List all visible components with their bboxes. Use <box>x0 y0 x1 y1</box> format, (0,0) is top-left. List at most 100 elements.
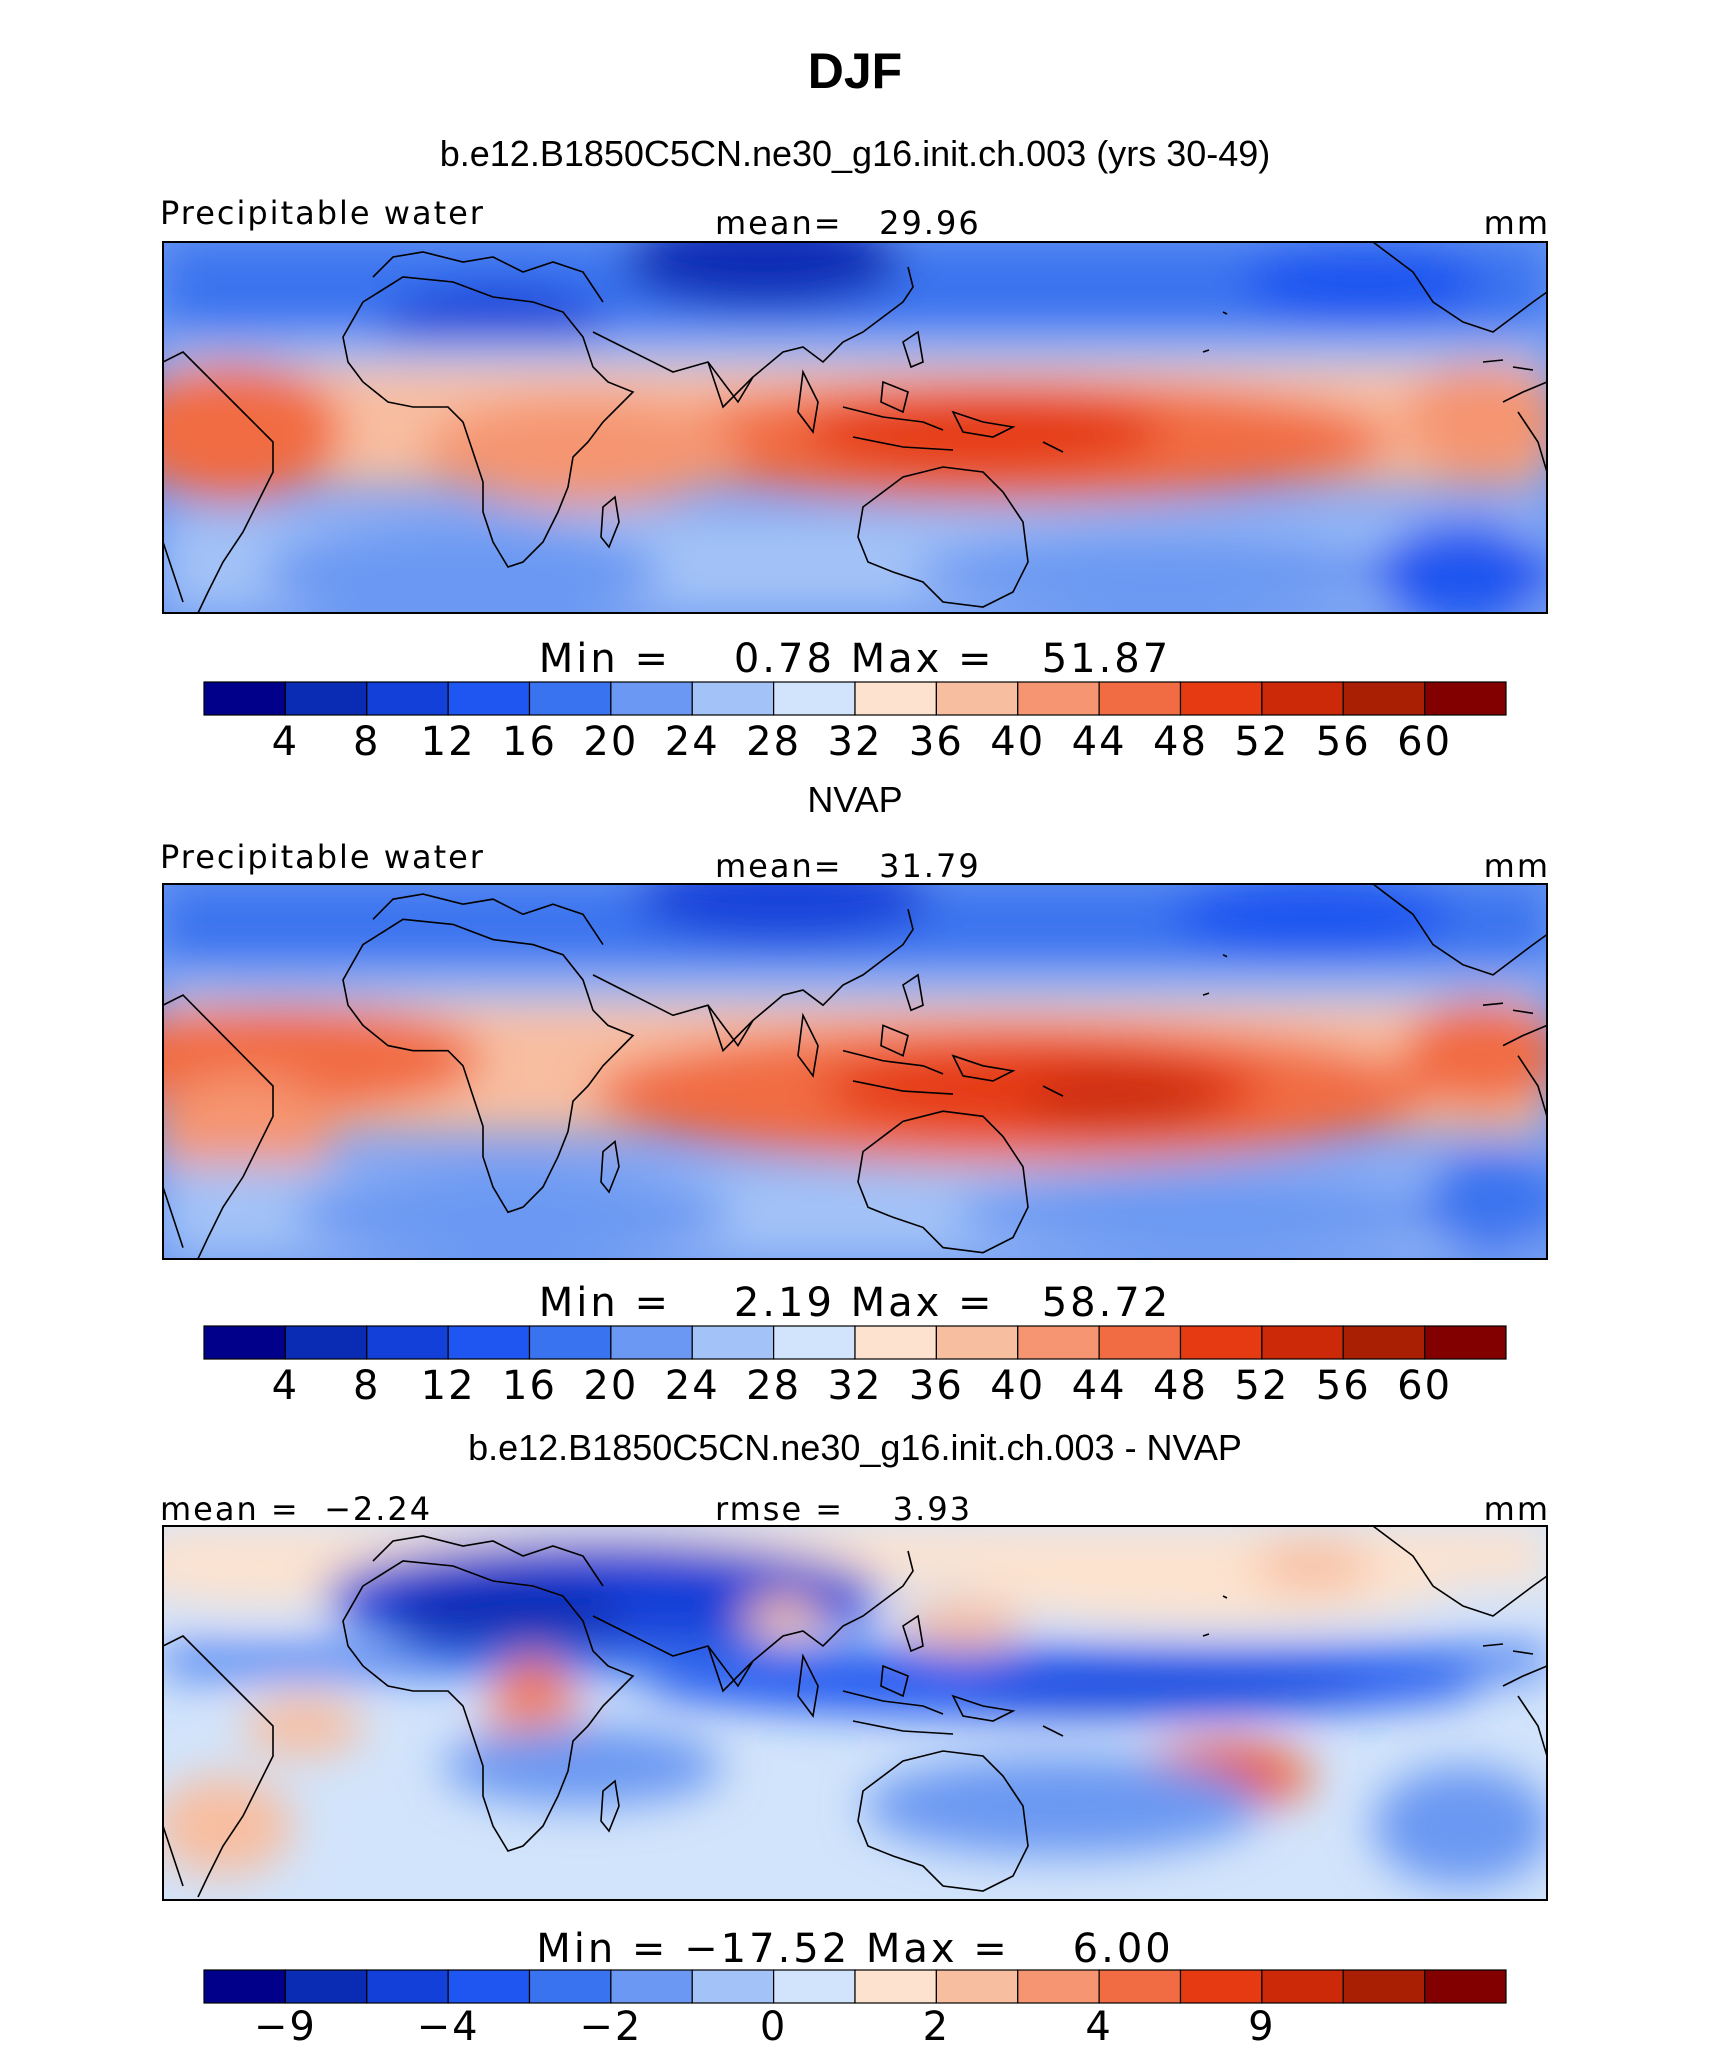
colorbar-tick-label: 60 <box>1397 719 1452 765</box>
colorbar-swatch <box>528 1325 612 1360</box>
colorbar-swatch <box>203 681 286 716</box>
panel2-colorbar: 4 8 12 16 20 24 28 32 36 40 44 48 52 56 60 <box>203 1325 1507 1409</box>
panel1-units: mm <box>1484 204 1550 242</box>
colorbar-swatch <box>284 1325 368 1360</box>
panel3-minmax: Min = −17.52 Max = 6.00 <box>536 1926 1174 1972</box>
colorbar-swatch <box>610 1325 693 1360</box>
colorbar-swatch <box>528 681 612 716</box>
colorbar-tick-label: 20 <box>583 1363 638 1409</box>
colorbar-tick-label: 24 <box>665 719 720 765</box>
colorbar-tick-label: 28 <box>746 719 801 765</box>
colorbar-swatch <box>366 1325 449 1360</box>
colorbar-tick-label: 32 <box>828 719 883 765</box>
colorbar-swatch <box>1261 1969 1344 2004</box>
colorbar-swatch <box>1179 1969 1263 2004</box>
panel2-minmax: Min = 2.19 Max = 58.72 <box>539 1280 1171 1326</box>
colorbar-swatch <box>854 681 937 716</box>
colorbar-tick-label: 52 <box>1234 1363 1289 1409</box>
colorbar-tick-label: 20 <box>583 719 638 765</box>
colorbar-swatch <box>1179 1325 1263 1360</box>
colorbar-swatch <box>528 1969 612 2004</box>
colorbar-tick-label: 56 <box>1316 719 1371 765</box>
panel2-map <box>163 884 1547 1259</box>
colorbar-tick-label: 48 <box>1153 719 1208 765</box>
panel1-title: b.e12.B1850C5CN.ne30_g16.init.ch.003 (yr… <box>440 133 1271 174</box>
colorbar-tick-label: 2 <box>923 2004 950 2048</box>
panel-model: b.e12.B1850C5CN.ne30_g16.init.ch.003 (yr… <box>160 133 1550 765</box>
colorbar-tick-label: 52 <box>1234 719 1289 765</box>
panel1-frame <box>162 241 1548 614</box>
colorbar-tick-label: −4 <box>417 2004 480 2048</box>
colorbar-swatch <box>1342 1969 1426 2004</box>
colorbar-tick-label: 4 <box>272 719 299 765</box>
colorbar-swatch <box>1098 1969 1182 2004</box>
colorbar-tick-label: 60 <box>1397 1363 1452 1409</box>
panel2-mean-label: mean= 31.79 <box>715 847 981 885</box>
colorbar-swatch <box>1424 1325 1507 1360</box>
colorbar-swatch <box>1342 681 1426 716</box>
colorbar-swatch <box>854 1325 937 1360</box>
colorbar-swatch <box>854 1969 937 2004</box>
panel3-units: mm <box>1484 1490 1550 1528</box>
colorbar-swatch <box>284 1969 368 2004</box>
panel3-map <box>163 1526 1547 1900</box>
panel1-map <box>163 242 1547 613</box>
panel-difference: b.e12.B1850C5CN.ne30_g16.init.ch.003 - N… <box>160 1427 1550 2048</box>
colorbar-swatch <box>691 681 775 716</box>
season-title: DJF <box>808 43 902 99</box>
panel3-frame <box>162 1525 1548 1901</box>
colorbar-swatch <box>1098 681 1182 716</box>
panel1-mean-label: mean= 29.96 <box>715 204 981 242</box>
colorbar-swatch <box>447 1969 531 2004</box>
colorbar-tick-label: 44 <box>1072 1363 1127 1409</box>
panel3-title: b.e12.B1850C5CN.ne30_g16.init.ch.003 - N… <box>468 1427 1242 1468</box>
colorbar-tick-label: 16 <box>502 719 557 765</box>
colorbar-tick-label: 28 <box>746 1363 801 1409</box>
colorbar-swatch <box>610 681 693 716</box>
panel1-colorbar: 4 8 12 16 20 24 28 32 36 40 44 48 52 56 60 <box>203 681 1507 765</box>
colorbar-tick-label: 0 <box>760 2004 787 2048</box>
colorbar-swatch <box>610 1969 693 2004</box>
colorbar-swatch <box>1424 681 1507 716</box>
colorbar-tick-label: 12 <box>421 1363 476 1409</box>
panel3-rmse-label: rmse = 3.93 <box>715 1490 972 1528</box>
colorbar-tick-label: −2 <box>579 2004 642 2048</box>
colorbar-swatch <box>691 1325 775 1360</box>
colorbar-swatch <box>1098 1325 1182 1360</box>
colorbar-swatch <box>447 1325 531 1360</box>
colorbar-swatch <box>773 681 856 716</box>
colorbar-swatch <box>1424 1969 1507 2004</box>
colorbar-tick-label: 24 <box>665 1363 720 1409</box>
colorbar-swatch <box>203 1969 286 2004</box>
colorbar-tick-label: 40 <box>990 1363 1045 1409</box>
colorbar-tick-label: 56 <box>1316 1363 1371 1409</box>
panel2-title: NVAP <box>807 779 902 820</box>
colorbar-swatch <box>366 681 449 716</box>
panel-nvap: NVAP Precipitable water mean= 31.79 mm <box>160 779 1548 1409</box>
colorbar-tick-label: 4 <box>1085 2004 1112 2048</box>
colorbar-swatch <box>935 1325 1019 1360</box>
colorbar-tick-label: −9 <box>254 2004 317 2048</box>
colorbar-swatch <box>366 1969 449 2004</box>
colorbar-swatch <box>1261 681 1344 716</box>
colorbar-tick-label: 16 <box>502 1363 557 1409</box>
colorbar-swatch <box>773 1325 856 1360</box>
panel1-left-label: Precipitable water <box>160 194 485 232</box>
panel3-colorbar: −9 −4 −2 0 2 4 9 <box>203 1969 1507 2048</box>
colorbar-tick-label: 40 <box>990 719 1045 765</box>
colorbar-tick-label: 8 <box>353 1363 380 1409</box>
panel2-frame <box>162 883 1548 1260</box>
colorbar-tick-label: 12 <box>421 719 476 765</box>
colorbar-swatch <box>935 681 1019 716</box>
colorbar-tick-label: 32 <box>828 1363 883 1409</box>
colorbar-tick-label: 36 <box>909 719 964 765</box>
colorbar-tick-label: 36 <box>909 1363 964 1409</box>
panel2-left-label: Precipitable water <box>160 838 485 876</box>
colorbar-swatch <box>1342 1325 1426 1360</box>
panel1-minmax: Min = 0.78 Max = 51.87 <box>539 636 1171 682</box>
panel3-mean-label: mean = −2.24 <box>160 1490 432 1528</box>
colorbar-swatch <box>1017 1325 1100 1360</box>
colorbar-tick-label: 44 <box>1072 719 1127 765</box>
colorbar-swatch <box>1261 1325 1344 1360</box>
